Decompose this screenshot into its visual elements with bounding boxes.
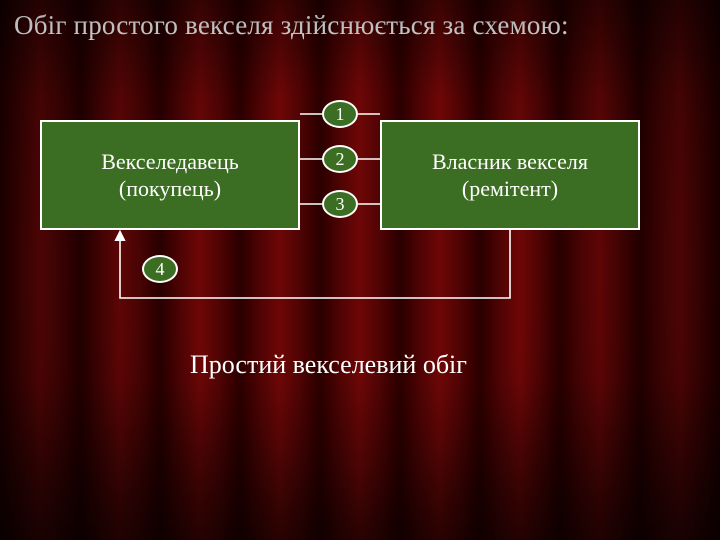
box-issuer-line1: Векселедавець (101, 148, 239, 176)
slide-stage: Обіг простого векселя здійснюється за сх… (0, 0, 720, 540)
box-issuer-line2: (покупець) (101, 175, 239, 203)
step-4: 4 (142, 255, 178, 283)
box-holder-line1: Власник векселя (432, 148, 588, 176)
slide-title: Обіг простого векселя здійснюється за сх… (14, 10, 569, 41)
step-2: 2 (322, 145, 358, 173)
box-issuer: Векселедавець (покупець) (40, 120, 300, 230)
diagram-caption: Простий векселевий обіг (190, 350, 467, 380)
step-3: 3 (322, 190, 358, 218)
box-holder: Власник векселя (ремітент) (380, 120, 640, 230)
connector-lines (0, 0, 720, 540)
box-holder-line2: (ремітент) (432, 175, 588, 203)
step-1: 1 (322, 100, 358, 128)
